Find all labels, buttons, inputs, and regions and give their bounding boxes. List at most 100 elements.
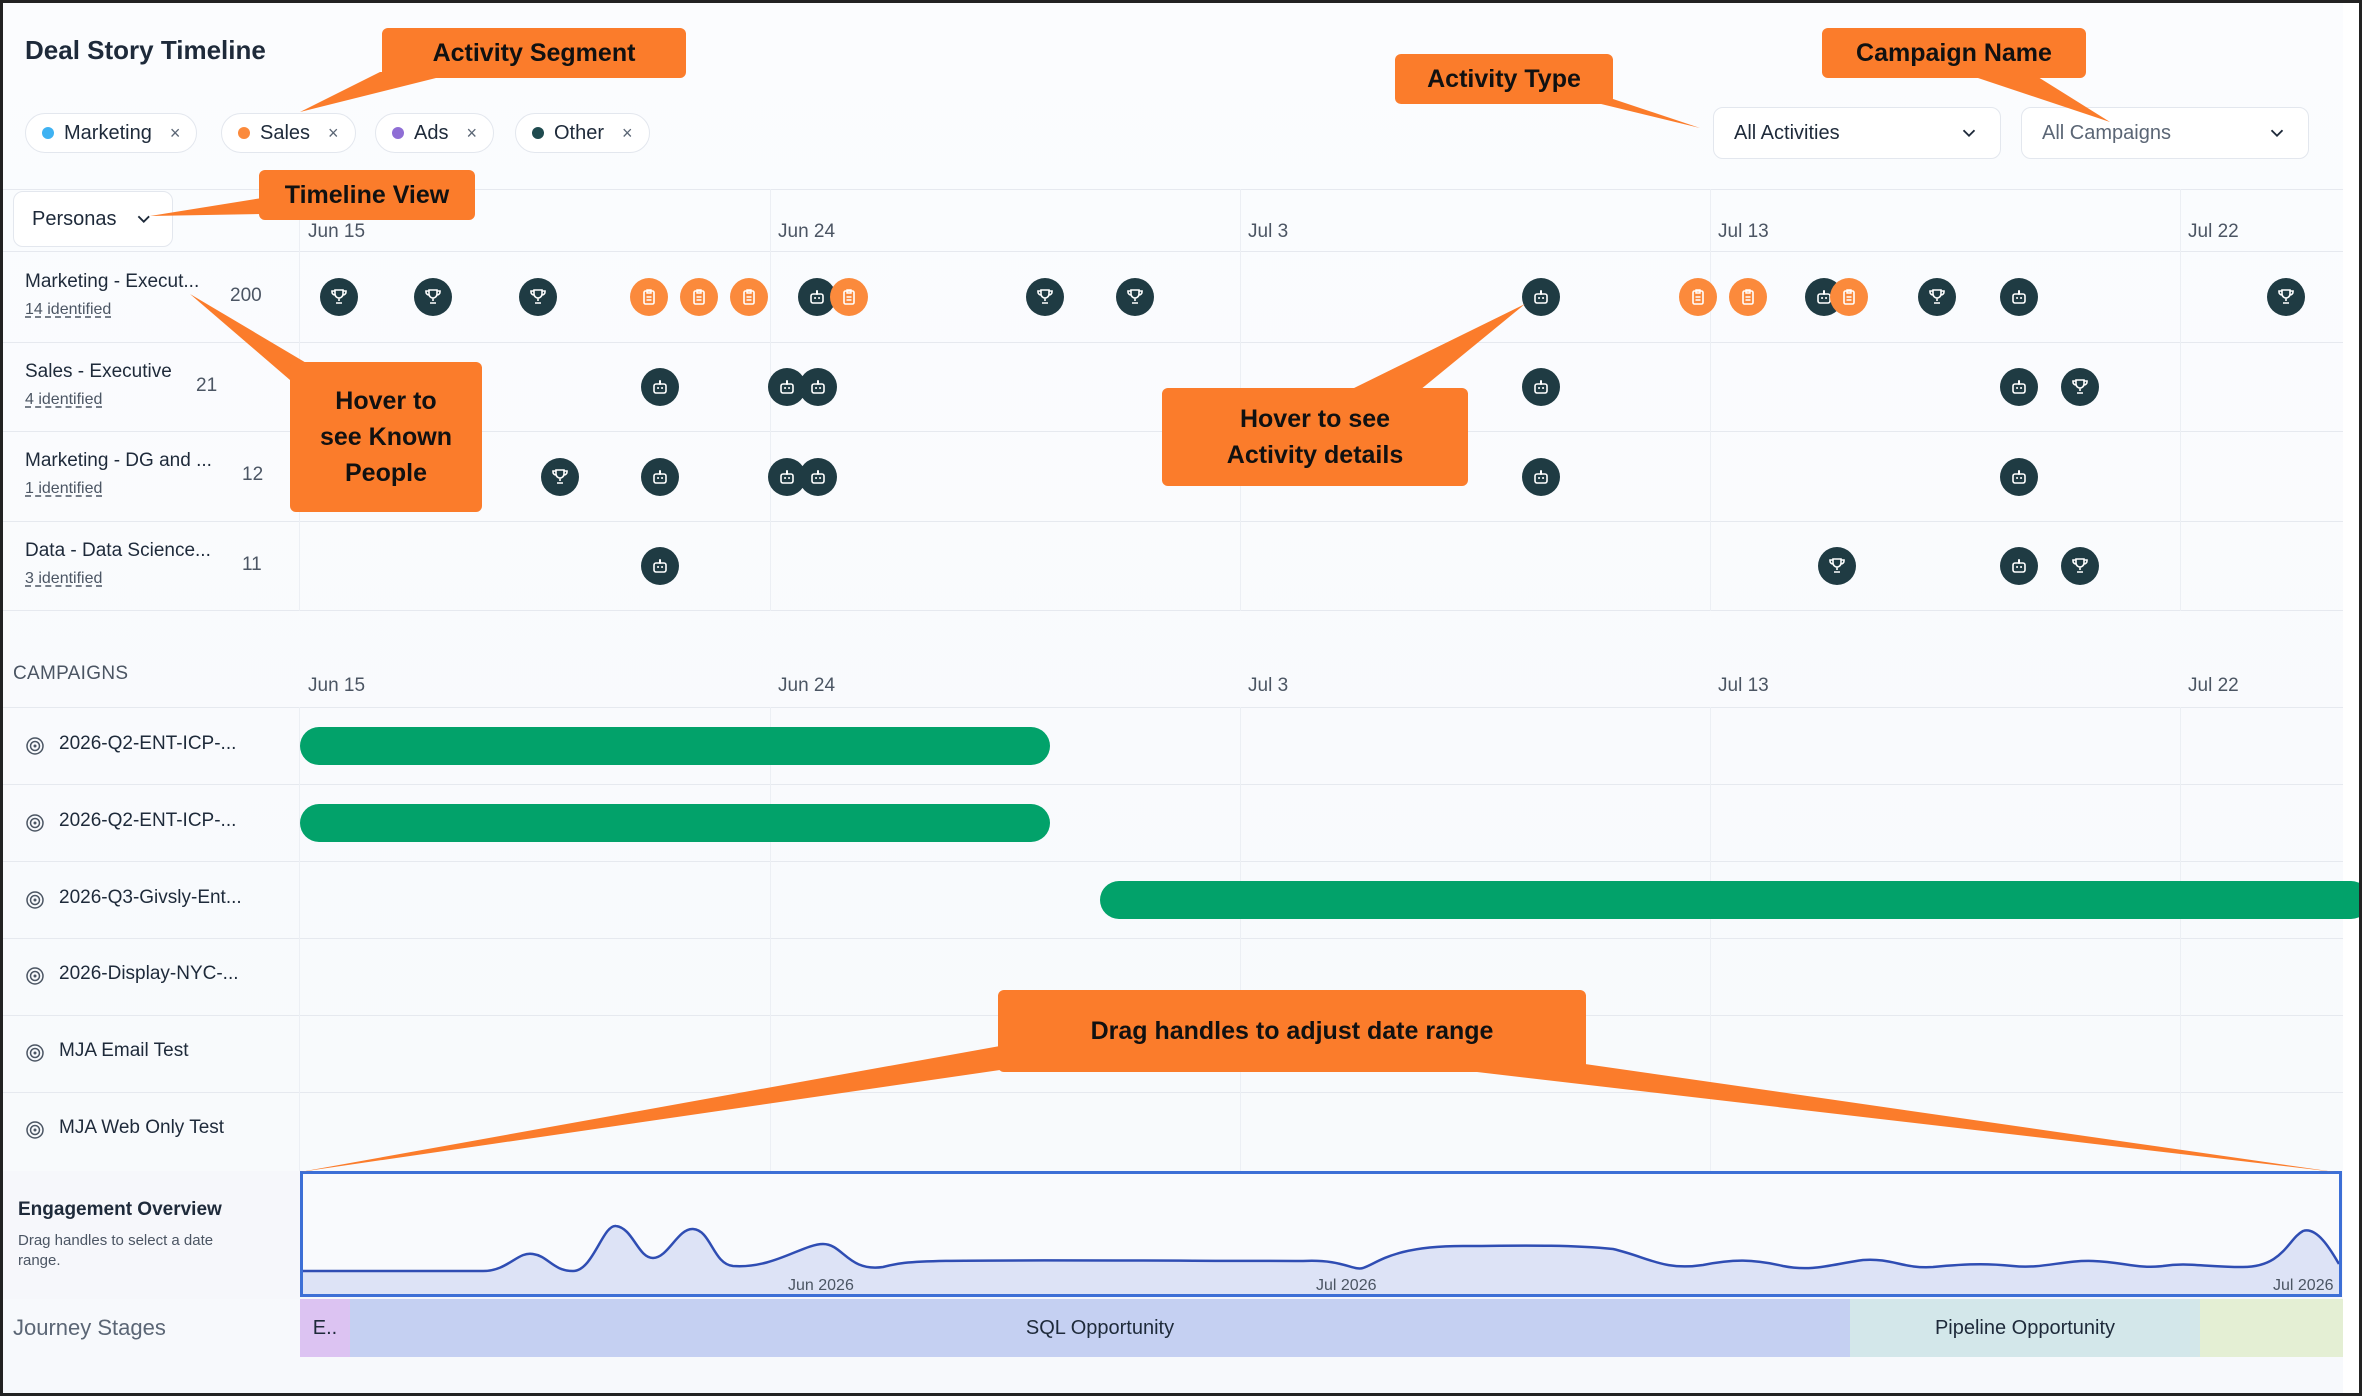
- activity-event[interactable]: [641, 458, 679, 496]
- campaign-name[interactable]: MJA Web Only Test: [59, 1117, 225, 1138]
- activity-event[interactable]: [2000, 278, 2038, 316]
- callout-line: Activity details: [1226, 441, 1404, 469]
- activity-event[interactable]: [630, 278, 668, 316]
- activity-event[interactable]: [641, 547, 679, 585]
- activity-event[interactable]: [1918, 278, 1956, 316]
- activity-event[interactable]: [1830, 278, 1868, 316]
- target-icon: [26, 1121, 44, 1139]
- stage-segment[interactable]: E..: [300, 1299, 350, 1357]
- stage-segment[interactable]: Pipeline Opportunity: [1850, 1299, 2200, 1357]
- persona-identified[interactable]: 1 identified: [25, 480, 103, 497]
- overview-subtitle: Drag handles to select a date range.: [18, 1232, 214, 1269]
- robot-icon: [780, 380, 794, 394]
- campaign-bar[interactable]: [1100, 881, 2359, 919]
- campaign-name[interactable]: 2026-Q2-ENT-ICP-...: [59, 733, 237, 754]
- segment-chip-ads[interactable]: Ads ×: [375, 113, 494, 153]
- campaign-bar[interactable]: [300, 727, 1050, 765]
- campaign-name[interactable]: 2026-Q3-Givsly-Ent...: [59, 887, 242, 908]
- trophy-icon: [2072, 558, 2088, 573]
- activity-event[interactable]: [641, 368, 679, 406]
- campaign-name[interactable]: MJA Email Test: [59, 1040, 189, 1061]
- robot-icon: [2012, 380, 2026, 394]
- trophy-icon: [1127, 289, 1143, 304]
- activity-event[interactable]: [519, 278, 557, 316]
- segment-chip-marketing[interactable]: Marketing ×: [25, 113, 198, 153]
- activity-event[interactable]: [414, 278, 452, 316]
- trophy-icon: [1037, 289, 1053, 304]
- persona-name[interactable]: Marketing - DG and ...: [25, 450, 212, 471]
- clipboard-icon: [1843, 289, 1855, 305]
- page-title: Deal Story Timeline: [25, 35, 266, 65]
- activity-event[interactable]: [2061, 547, 2099, 585]
- activity-event[interactable]: [798, 278, 836, 316]
- persona-name[interactable]: Data - Data Science...: [25, 540, 211, 561]
- robot-icon: [811, 380, 825, 394]
- stage-segment[interactable]: SQL Opportunity: [350, 1299, 1850, 1357]
- persona-name[interactable]: Marketing - Execut...: [25, 271, 200, 292]
- persona-identified[interactable]: 14 identified: [25, 301, 112, 318]
- activity-type-select[interactable]: All Activities: [1713, 107, 2001, 159]
- activity-event[interactable]: [1729, 278, 1767, 316]
- activity-event[interactable]: [2000, 368, 2038, 406]
- activity-event[interactable]: [799, 368, 837, 406]
- activity-event[interactable]: [680, 278, 718, 316]
- gridline: [1710, 707, 1711, 1171]
- clipboard-icon: [743, 289, 755, 305]
- activity-event[interactable]: [2000, 458, 2038, 496]
- activity-event[interactable]: [1818, 547, 1856, 585]
- robot-icon: [780, 470, 794, 484]
- gridline: [770, 707, 771, 1171]
- engagement-sparkline: [303, 1224, 2341, 1294]
- segment-chip-sales[interactable]: Sales ×: [221, 113, 356, 153]
- campaign-name[interactable]: 2026-Display-NYC-...: [59, 963, 239, 984]
- clipboard-icon: [1742, 289, 1754, 305]
- divider: [3, 610, 2343, 611]
- callout-activity-segment: Activity Segment: [382, 28, 686, 78]
- date-label: Jun 24: [778, 675, 836, 696]
- clipboard-icon: [693, 289, 705, 305]
- stage-segment[interactable]: [2200, 1299, 2343, 1357]
- divider: [3, 521, 2343, 522]
- divider: [3, 861, 2343, 862]
- date-range-brush[interactable]: [300, 1171, 2342, 1297]
- campaign-name[interactable]: 2026-Q2-ENT-ICP-...: [59, 810, 237, 831]
- trophy-icon: [552, 469, 568, 484]
- persona-name[interactable]: Sales - Executive: [25, 361, 172, 382]
- remove-other-icon[interactable]: ×: [622, 122, 633, 143]
- activity-event[interactable]: [730, 278, 768, 316]
- chip-label: Other: [554, 121, 605, 144]
- campaign-bar[interactable]: [300, 804, 1050, 842]
- activity-event[interactable]: [2000, 547, 2038, 585]
- chevron-down-icon: [137, 215, 150, 223]
- activity-event[interactable]: [799, 458, 837, 496]
- trophy-icon: [2072, 379, 2088, 394]
- callout-campaign-name: Campaign Name: [1822, 28, 2086, 78]
- activity-event[interactable]: [1522, 458, 1560, 496]
- activity-event[interactable]: [1679, 278, 1717, 316]
- remove-ads-icon[interactable]: ×: [466, 122, 477, 143]
- divider: [3, 784, 2343, 785]
- persona-identified[interactable]: 3 identified: [25, 570, 103, 587]
- activity-event[interactable]: [830, 278, 868, 316]
- activity-event[interactable]: [2267, 278, 2305, 316]
- gridline: [2180, 189, 2181, 611]
- campaign-select[interactable]: All Campaigns: [2021, 107, 2309, 159]
- overview-tick: Jul 2026: [2273, 1277, 2334, 1294]
- chip-label: Marketing: [64, 121, 152, 144]
- divider: [299, 707, 300, 1171]
- activity-event[interactable]: [1026, 278, 1064, 316]
- chevron-down-icon: [1962, 129, 1976, 138]
- activity-event[interactable]: [1522, 278, 1560, 316]
- activity-event[interactable]: [1116, 278, 1154, 316]
- activity-event[interactable]: [320, 278, 358, 316]
- persona-identified[interactable]: 4 identified: [25, 391, 103, 408]
- date-label: Jul 3: [1248, 675, 1289, 696]
- remove-marketing-icon[interactable]: ×: [169, 122, 181, 143]
- trophy-icon: [1829, 558, 1845, 573]
- activity-event[interactable]: [1522, 368, 1560, 406]
- activity-event[interactable]: [541, 458, 579, 496]
- remove-sales-icon[interactable]: ×: [328, 122, 339, 143]
- segment-chip-other[interactable]: Other ×: [515, 113, 650, 153]
- timeline-view-select[interactable]: Personas: [13, 191, 173, 247]
- activity-event[interactable]: [2061, 368, 2099, 406]
